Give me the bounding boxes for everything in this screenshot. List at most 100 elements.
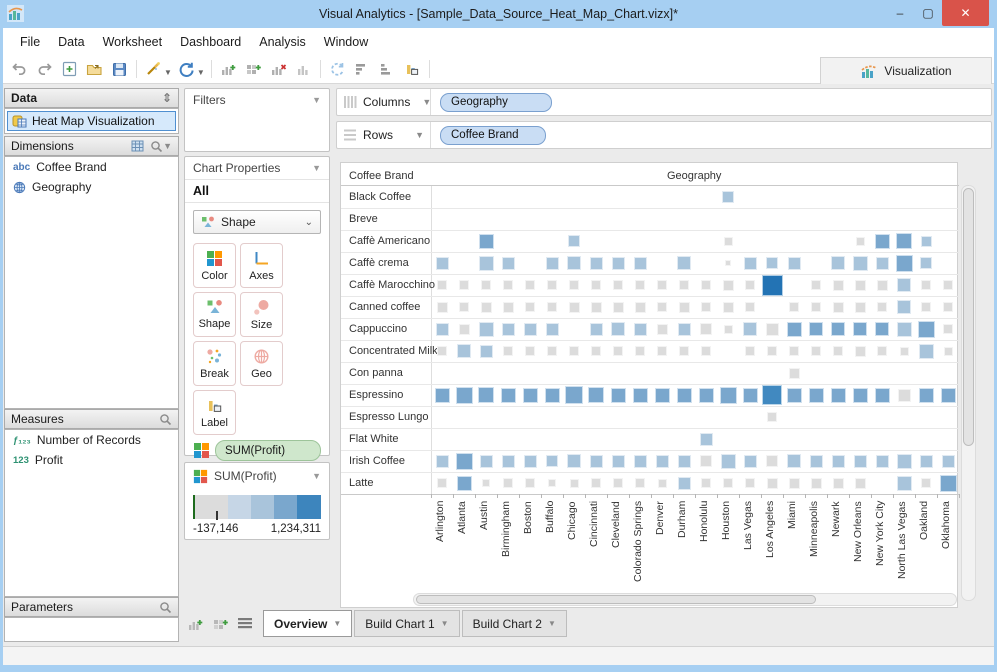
- heatmap-cell[interactable]: [701, 478, 711, 488]
- heatmap-cell[interactable]: [679, 346, 689, 356]
- sort-descending-icon[interactable]: [351, 58, 374, 80]
- heatmap-cell[interactable]: [767, 346, 777, 356]
- heatmap-cell[interactable]: [767, 412, 777, 422]
- heatmap-cell[interactable]: [434, 387, 450, 403]
- heatmap-cell[interactable]: [633, 256, 647, 270]
- heatmap-cell[interactable]: [809, 322, 823, 336]
- heatmap-cell[interactable]: [613, 478, 623, 488]
- heatmap-cell[interactable]: [523, 322, 537, 336]
- chart-properties-header[interactable]: Chart Properties ▼: [193, 161, 321, 175]
- view-table-icon[interactable]: [131, 140, 144, 152]
- heatmap-cell[interactable]: [501, 322, 515, 336]
- chevron-down-icon[interactable]: ▼: [163, 141, 172, 151]
- heatmap-cell[interactable]: [481, 280, 491, 290]
- heatmap-cell[interactable]: [635, 478, 645, 488]
- heatmap-cell[interactable]: [611, 256, 625, 270]
- heatmap-cell[interactable]: [657, 302, 667, 312]
- heatmap-cell[interactable]: [479, 454, 493, 468]
- sheet-tab-build-chart-2[interactable]: Build Chart 2 ▼: [461, 610, 567, 637]
- heatmap-cell[interactable]: [635, 346, 645, 356]
- geo-button[interactable]: Geo: [240, 341, 283, 386]
- heatmap-cell[interactable]: [700, 323, 712, 335]
- heatmap-cell[interactable]: [874, 233, 890, 249]
- heatmap-cell[interactable]: [633, 322, 647, 336]
- heatmap-cell[interactable]: [612, 301, 624, 313]
- heatmap-cell[interactable]: [832, 301, 844, 313]
- heatmap-cell[interactable]: [547, 346, 557, 356]
- heatmap-cell[interactable]: [501, 256, 515, 270]
- break-button[interactable]: Break: [193, 341, 236, 386]
- heatmap-cell[interactable]: [854, 345, 866, 357]
- dimension-coffee-brand[interactable]: abc Coffee Brand: [5, 157, 178, 177]
- heatmap-cell[interactable]: [437, 280, 447, 290]
- heatmap-cell[interactable]: [943, 280, 953, 290]
- search-icon[interactable]: [159, 413, 172, 426]
- heatmap-cell[interactable]: [854, 279, 866, 291]
- heatmap-cell[interactable]: [458, 323, 470, 335]
- heatmap-cell[interactable]: [567, 454, 581, 468]
- heatmap-cell[interactable]: [831, 256, 845, 270]
- heatmap-cell[interactable]: [611, 454, 625, 468]
- heatmap-cell[interactable]: [855, 236, 865, 246]
- maximize-button[interactable]: ▢: [922, 6, 934, 20]
- add-grid-icon[interactable]: [242, 58, 265, 80]
- label-button[interactable]: Label: [193, 390, 236, 435]
- heatmap-cell[interactable]: [591, 478, 601, 488]
- bars-icon[interactable]: [292, 58, 315, 80]
- search-icon[interactable]: [159, 601, 172, 614]
- heatmap-cell[interactable]: [699, 432, 713, 446]
- heatmap-cell[interactable]: [437, 478, 447, 488]
- heatmap-cell[interactable]: [567, 256, 581, 270]
- heatmap-cell[interactable]: [918, 387, 934, 403]
- heatmap-cell[interactable]: [701, 302, 711, 312]
- heatmap-cell[interactable]: [678, 301, 690, 313]
- heatmap-cell[interactable]: [719, 386, 737, 404]
- heatmap-cell[interactable]: [743, 322, 757, 336]
- heatmap-cell[interactable]: [921, 302, 931, 312]
- heatmap-cell[interactable]: [568, 301, 580, 313]
- heatmap-cell[interactable]: [897, 300, 911, 314]
- heatmap-cell[interactable]: [896, 453, 912, 469]
- dimension-geography[interactable]: Geography: [5, 177, 178, 197]
- rows-pill-coffee-brand[interactable]: Coffee Brand: [440, 125, 546, 145]
- heatmap-cell[interactable]: [547, 280, 557, 290]
- open-folder-icon[interactable]: [83, 58, 106, 80]
- heatmap-cell[interactable]: [437, 346, 447, 356]
- heatmap-cell[interactable]: [478, 255, 494, 271]
- visualization-tab[interactable]: Visualization: [820, 57, 992, 84]
- heatmap-cell[interactable]: [611, 322, 625, 336]
- heatmap-cell[interactable]: [876, 279, 888, 291]
- heatmap-cell[interactable]: [940, 387, 956, 403]
- heatmap-cell[interactable]: [590, 301, 602, 313]
- color-button[interactable]: Color: [193, 243, 236, 288]
- heatmap-cell[interactable]: [610, 387, 626, 403]
- heatmap-cell[interactable]: [456, 475, 472, 491]
- heatmap-cell[interactable]: [832, 477, 844, 489]
- sheet-list-icon[interactable]: [237, 617, 253, 630]
- heatmap-cell[interactable]: [917, 320, 935, 338]
- heatmap-cell[interactable]: [722, 191, 734, 203]
- heatmap-cell[interactable]: [831, 322, 845, 336]
- heatmap-cell[interactable]: [745, 478, 755, 488]
- heatmap-cell[interactable]: [545, 322, 559, 336]
- heatmap-cell[interactable]: [853, 454, 867, 468]
- heatmap-cell[interactable]: [656, 323, 668, 335]
- heatmap-cell[interactable]: [788, 367, 800, 379]
- heatmap-cell[interactable]: [569, 346, 579, 356]
- columns-pill-geography[interactable]: Geography: [440, 92, 552, 112]
- rows-shelf-head[interactable]: Rows ▼: [337, 122, 431, 148]
- heatmap-cell[interactable]: [525, 478, 535, 488]
- heatmap-cell[interactable]: [435, 322, 449, 336]
- heatmap-cell[interactable]: [897, 388, 911, 402]
- heatmap-cell[interactable]: [808, 387, 824, 403]
- heatmap-cell[interactable]: [852, 255, 868, 271]
- heatmap-cell[interactable]: [787, 256, 801, 270]
- heatmap-cell[interactable]: [745, 302, 755, 312]
- heatmap-cell[interactable]: [810, 477, 822, 489]
- heatmap-cell[interactable]: [676, 387, 692, 403]
- heatmap-cell[interactable]: [852, 387, 868, 403]
- tab-menu-caret[interactable]: ▼: [440, 619, 449, 628]
- measures-section-header[interactable]: Measures: [4, 409, 179, 429]
- heatmap-cell[interactable]: [831, 454, 845, 468]
- heatmap-cell[interactable]: [896, 321, 912, 337]
